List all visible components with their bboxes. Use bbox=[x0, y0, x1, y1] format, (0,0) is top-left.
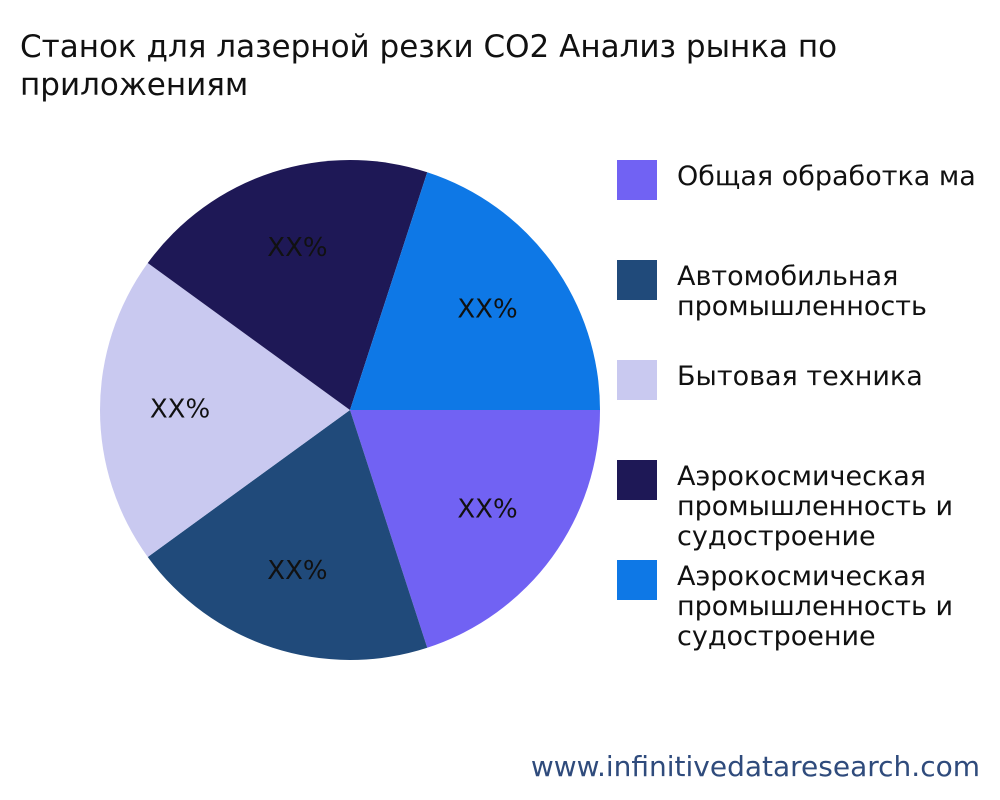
pie-slice bbox=[147, 160, 428, 410]
slice-label: XX% bbox=[457, 295, 517, 325]
legend-item: Аэрокосмическая промышленность и судостр… bbox=[617, 560, 1000, 660]
legend-swatch bbox=[617, 260, 657, 300]
legend-swatch bbox=[617, 160, 657, 200]
legend-item: Аэрокосмическая промышленность и судостр… bbox=[617, 460, 1000, 560]
legend-swatch bbox=[617, 560, 657, 600]
slice-label: XX% bbox=[457, 494, 517, 524]
chart-title: Станок для лазерной резки CO2 Анализ рын… bbox=[20, 29, 838, 103]
legend-label: Аэрокосмическая промышленность и судостр… bbox=[677, 561, 954, 652]
legend-label: Аэрокосмическая промышленность и судостр… bbox=[677, 461, 954, 552]
slice-label: XX% bbox=[267, 233, 327, 263]
legend-item: Автомобильная промышленность bbox=[617, 260, 1000, 360]
pie-slice bbox=[350, 410, 600, 648]
legend-item: Бытовая техника bbox=[617, 360, 1000, 460]
legend-label: Автомобильная промышленность bbox=[677, 261, 927, 322]
slice-label: XX% bbox=[150, 395, 210, 425]
legend-label: Общая обработка ма bbox=[677, 161, 976, 192]
pie-slice bbox=[147, 410, 428, 660]
legend-item: Общая обработка ма bbox=[617, 160, 1000, 260]
footer: www.infinitivedataresearch.com bbox=[530, 750, 980, 783]
slice-label: XX% bbox=[267, 556, 327, 586]
pie-slice bbox=[350, 172, 600, 410]
pie-slice bbox=[100, 263, 350, 557]
pie-chart: XX% XX% XX% XX% XX% bbox=[100, 160, 600, 660]
legend-label: Бытовая техника bbox=[677, 361, 923, 392]
legend-swatch bbox=[617, 460, 657, 500]
legend-swatch bbox=[617, 360, 657, 400]
